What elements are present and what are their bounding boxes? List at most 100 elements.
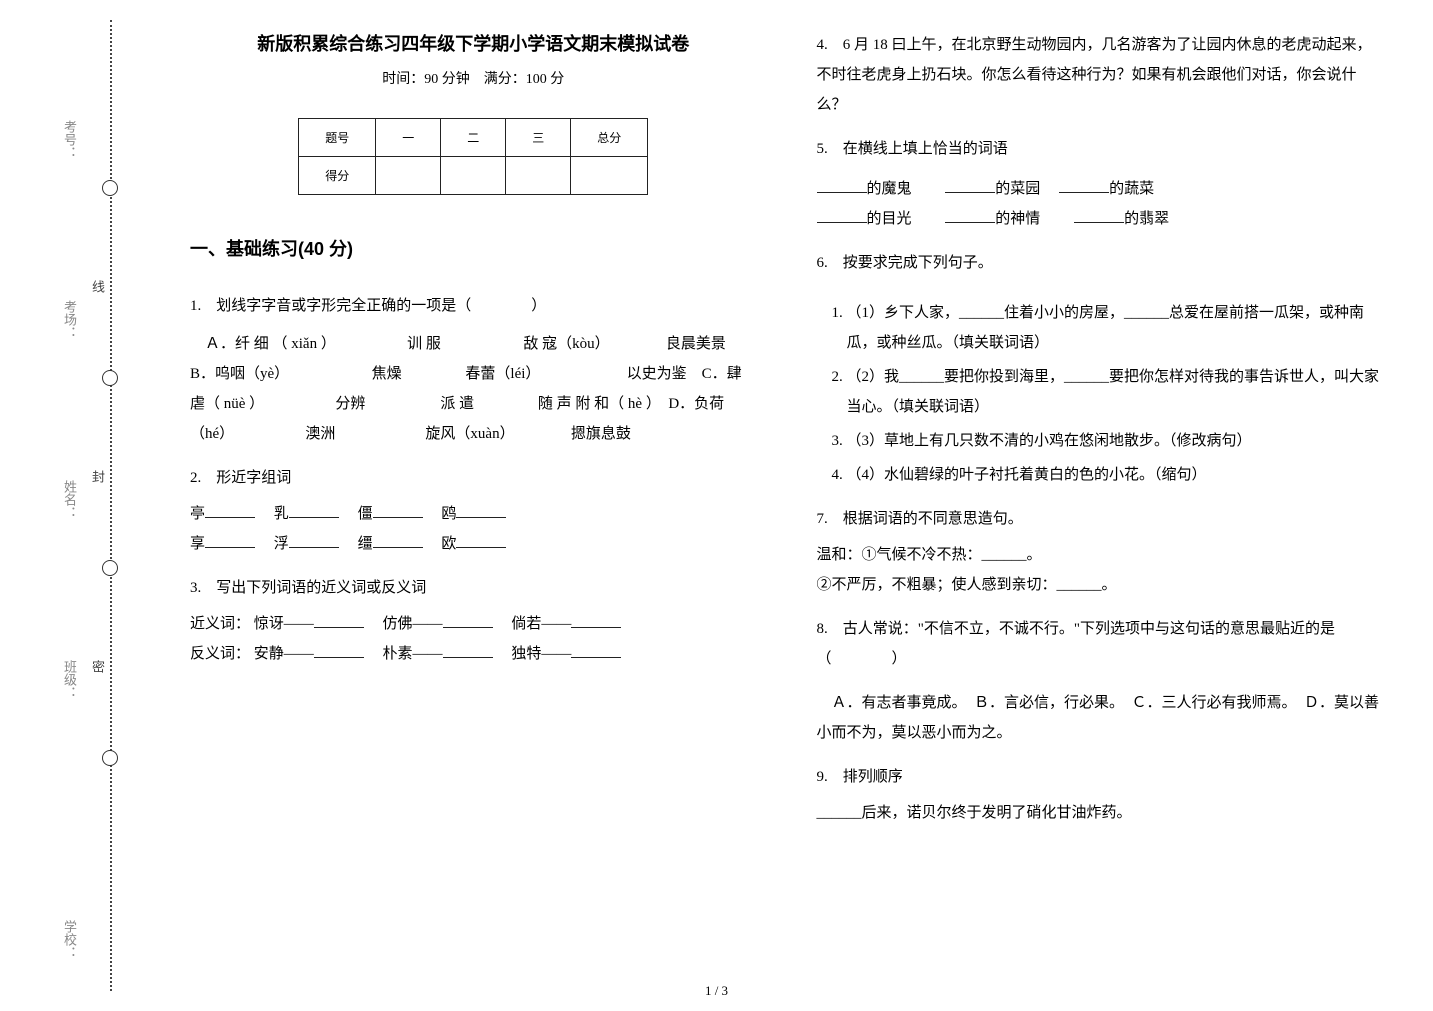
blank <box>456 503 506 518</box>
gutter-label: 姓名： <box>60 480 79 519</box>
blank <box>571 643 621 658</box>
score-header-cell: 二 <box>441 119 506 157</box>
options: Ａ．有志者事竟成。 Ｂ．言必信，行必果。 Ｃ．三人行必有我师焉。 Ｄ．莫以善小而… <box>817 688 1384 748</box>
seal-circle <box>102 560 118 576</box>
synonym-line: 近义词： 惊讶—— 仿佛—— 倘若—— <box>190 609 757 639</box>
char-label: 亭 <box>190 506 205 522</box>
question-stem: 3. 写出下列词语的近义词或反义词 <box>190 573 757 603</box>
blank <box>443 613 493 628</box>
sub-question-list: （1）乡下人家，______住着小小的房屋，______总爱在屋前搭一瓜架，或种… <box>817 298 1384 490</box>
sub-question: （2）我______要把你投到海里，______要把你怎样对待我的事告诉世人，叫… <box>847 362 1384 422</box>
blank <box>205 533 255 548</box>
question-1: 1. 划线字字音或字形完全正确的一项是（ ） Ａ．纤 细 （ xiǎn ） 训 … <box>190 291 757 449</box>
blank <box>205 503 255 518</box>
suffix: 的目光 <box>867 211 912 227</box>
page-subtitle: 时间：90 分钟 满分：100 分 <box>190 68 757 88</box>
blank <box>314 613 364 628</box>
sentence-line: ②不严厉，不粗暴；使人感到亲切：______。 <box>817 570 1384 600</box>
suffix: 的蔬菜 <box>1109 181 1154 197</box>
question-3: 3. 写出下列词语的近义词或反义词 近义词： 惊讶—— 仿佛—— 倘若—— 反义… <box>190 573 757 669</box>
sub-question: （3）草地上有几只数不清的小鸡在悠闲地散步。（修改病句） <box>847 426 1384 456</box>
question-9: 9. 排列顺序 ______后来，诺贝尔终于发明了硝化甘油炸药。 <box>817 762 1384 828</box>
seal-circle <box>102 370 118 386</box>
fill-line: 的目光 的神情 的翡翠 <box>817 204 1384 234</box>
section-heading: 一、基础练习(40 分) <box>190 235 757 261</box>
label: 反义词： <box>190 646 250 662</box>
seal-char: 线 <box>88 280 107 293</box>
sub-question: （1）乡下人家，______住着小小的房屋，______总爱在屋前搭一瓜架，或种… <box>847 298 1384 358</box>
char-label: 乳 <box>274 506 289 522</box>
word-item: 独特—— <box>511 646 571 662</box>
score-header-cell: 一 <box>376 119 441 157</box>
blank <box>1059 178 1109 193</box>
char-label: 欧 <box>441 536 456 552</box>
question-8: 8. 古人常说："不信不立，不诚不行。"下列选项中与这句话的意思最贴近的是（ ）… <box>817 614 1384 748</box>
char-label: 浮 <box>274 536 289 552</box>
suffix: 的翡翠 <box>1124 211 1169 227</box>
blank <box>817 208 867 223</box>
blank <box>289 503 339 518</box>
question-7: 7. 根据词语的不同意思造句。 温和：①气候不冷不热：______。 ②不严厉，… <box>817 504 1384 600</box>
question-stem: 6. 按要求完成下列句子。 <box>817 248 1384 278</box>
blank <box>456 533 506 548</box>
right-column: 4. 6 月 18 曰上午，在北京野生动物园内，几名游客为了让园内休息的老虎动起… <box>787 30 1414 991</box>
question-stem: 7. 根据词语的不同意思造句。 <box>817 504 1384 534</box>
gutter-label: 班级： <box>60 660 79 699</box>
question-stem: 5. 在横线上填上恰当的词语 <box>817 134 1384 164</box>
char-label: 缰 <box>358 536 373 552</box>
page-content: 新版积累综合练习四年级下学期小学语文期末模拟试卷 时间：90 分钟 满分：100… <box>140 0 1433 1011</box>
sentence-line: 温和：①气候不冷不热：______。 <box>817 540 1384 570</box>
fill-line: 的魔鬼 的菜园 的蔬菜 <box>817 174 1384 204</box>
page-title: 新版积累综合练习四年级下学期小学语文期末模拟试卷 <box>190 30 757 56</box>
seal-char: 密 <box>88 660 107 673</box>
seal-circle <box>102 750 118 766</box>
blank <box>945 178 995 193</box>
question-stem: 8. 古人常说："不信不立，不诚不行。"下列选项中与这句话的意思最贴近的是（ ） <box>817 614 1384 674</box>
blank <box>571 613 621 628</box>
blank <box>945 208 995 223</box>
word-item: 朴素—— <box>383 646 443 662</box>
blank <box>817 178 867 193</box>
question-2: 2. 形近字组词 亭 乳 僵 鸥 享 浮 缰 欧 <box>190 463 757 559</box>
question-5: 5. 在横线上填上恰当的词语 的魔鬼 的菜园 的蔬菜 的目光 的神情 的翡翠 <box>817 134 1384 234</box>
word-item: 惊讶—— <box>254 616 314 632</box>
suffix: 的魔鬼 <box>867 181 912 197</box>
binding-gutter: 考号： 考场： 姓名： 班级： 学校： 线 封 密 <box>0 0 140 1011</box>
suffix: 的神情 <box>995 211 1040 227</box>
score-row-label: 得分 <box>299 157 376 195</box>
blank <box>443 643 493 658</box>
label: 近义词： <box>190 616 250 632</box>
question-4: 4. 6 月 18 曰上午，在北京野生动物园内，几名游客为了让园内休息的老虎动起… <box>817 30 1384 120</box>
dotted-seal-line <box>110 20 112 991</box>
gutter-label: 考场： <box>60 300 79 339</box>
word-item: 仿佛—— <box>383 616 443 632</box>
score-header-cell: 三 <box>506 119 571 157</box>
seal-char: 封 <box>88 470 107 483</box>
score-table: 题号 一 二 三 总分 得分 <box>298 118 648 195</box>
question-stem: 9. 排列顺序 <box>817 762 1384 792</box>
score-header-cell: 题号 <box>299 119 376 157</box>
char-label: 鸥 <box>441 506 456 522</box>
suffix: 的菜园 <box>995 181 1040 197</box>
sentence-line: ______后来，诺贝尔终于发明了硝化甘油炸药。 <box>817 798 1384 828</box>
score-cell <box>571 157 648 195</box>
score-cell <box>506 157 571 195</box>
question-stem: 2. 形近字组词 <box>190 463 757 493</box>
sub-question: （4）水仙碧绿的叶子衬托着黄白的色的小花。（缩句） <box>847 460 1384 490</box>
blank <box>314 643 364 658</box>
page-number: 1 / 3 <box>705 983 728 999</box>
seal-circle <box>102 180 118 196</box>
question-6: 6. 按要求完成下列句子。 （1）乡下人家，______住着小小的房屋，____… <box>817 248 1384 490</box>
gutter-label: 学校： <box>60 920 79 959</box>
score-header-cell: 总分 <box>571 119 648 157</box>
score-cell <box>376 157 441 195</box>
gutter-label: 考号： <box>60 120 79 159</box>
char-label: 僵 <box>358 506 373 522</box>
question-stem: 1. 划线字字音或字形完全正确的一项是（ ） <box>190 291 757 321</box>
fill-line: 享 浮 缰 欧 <box>190 529 757 559</box>
blank <box>373 503 423 518</box>
blank <box>1074 208 1124 223</box>
char-label: 享 <box>190 536 205 552</box>
left-column: 新版积累综合练习四年级下学期小学语文期末模拟试卷 时间：90 分钟 满分：100… <box>160 30 787 991</box>
question-body: Ａ．纤 细 （ xiǎn ） 训 服 敌 寇（kòu） 良晨美景 B．呜咽（yè… <box>190 329 757 449</box>
